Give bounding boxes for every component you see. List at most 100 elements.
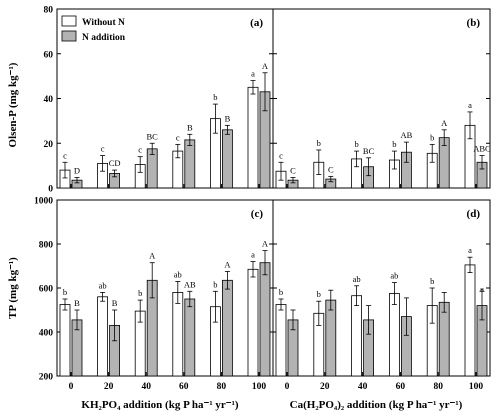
y-tick-label: 60 xyxy=(44,50,54,60)
significance-letter: b xyxy=(63,287,67,297)
x-tick-label: 20 xyxy=(320,382,330,392)
significance-letter: ab xyxy=(99,280,107,290)
bar xyxy=(351,295,363,377)
y-tick-label: 80 xyxy=(44,6,54,16)
panel-frame xyxy=(272,8,491,189)
significance-letter: c xyxy=(101,144,105,154)
significance-letter: b xyxy=(317,138,321,148)
y-tick-label: 200 xyxy=(39,373,54,383)
significance-letter: CD xyxy=(109,158,121,168)
significance-letter: a xyxy=(468,100,472,110)
significance-letter: a xyxy=(251,69,255,79)
significance-letter: C xyxy=(290,165,296,175)
legend-swatch-n-addition xyxy=(61,30,77,42)
significance-letter: b xyxy=(279,287,283,297)
x-tick-label: 0 xyxy=(69,382,74,392)
significance-letter: D xyxy=(74,165,80,175)
panel-label: (a) xyxy=(250,17,263,29)
y-tick-label: 0 xyxy=(48,185,53,195)
significance-letter: b xyxy=(392,139,396,149)
x-tick-label: 0 xyxy=(285,382,290,392)
significance-letter: b xyxy=(430,132,434,142)
significance-letter: A xyxy=(149,251,156,261)
bar xyxy=(388,293,400,377)
significance-letter: c xyxy=(279,150,283,160)
x-tick-label: 60 xyxy=(396,382,406,392)
bar xyxy=(172,291,184,377)
bar xyxy=(438,301,450,377)
significance-letter: A xyxy=(441,118,448,128)
panel-frame xyxy=(272,199,491,377)
significance-letter: A xyxy=(262,239,269,249)
significance-letter: B xyxy=(225,113,231,123)
bar xyxy=(221,279,233,377)
significance-letter: B xyxy=(187,122,193,132)
x-tick-label: 40 xyxy=(358,382,368,392)
significance-letter: c xyxy=(138,145,142,155)
bar xyxy=(259,262,271,377)
y-tick-label: 20 xyxy=(44,140,54,150)
x-tick-label: 80 xyxy=(433,382,443,392)
significance-letter: ab xyxy=(390,271,398,281)
y-axis-label-bottom: TP (mg kg⁻¹) xyxy=(7,257,19,319)
significance-letter: ABC xyxy=(473,144,491,154)
significance-letter: C xyxy=(328,164,334,174)
y-axis-label-top: Olsen-P (mg kg⁻¹) xyxy=(7,62,19,147)
panel-3: 200 400 600 800 1000 0 20 40 60 80 100 b ab b ab b a B B A A… xyxy=(34,197,274,392)
panel-label: (b) xyxy=(467,17,481,29)
significance-letter: b xyxy=(430,276,434,286)
y-tick-label: 40 xyxy=(44,95,54,105)
panel-2: c b b b b a C C BC AB A ABC (b) xyxy=(272,8,491,189)
y-tick-label: 600 xyxy=(39,285,54,295)
significance-letter: AB xyxy=(184,279,196,289)
panel-4: 0 20 40 60 80 100 b b ab ab b a * (d) xyxy=(272,199,491,392)
bar xyxy=(221,129,233,189)
bar xyxy=(184,298,196,377)
significance-letter: a xyxy=(468,245,472,255)
significance-letter: b xyxy=(138,288,142,298)
significance-letter: AB xyxy=(400,130,412,140)
y-tick-label: 1000 xyxy=(34,197,53,207)
bar xyxy=(325,299,337,377)
significance-letter: B xyxy=(74,298,80,308)
x-tick-label: 80 xyxy=(217,382,227,392)
significance-letter: BC xyxy=(147,131,159,141)
significance-letter: A xyxy=(224,260,231,270)
panel-label: (c) xyxy=(251,208,264,220)
x-axis-label-right: Ca(H₂PO₄)₂ addition (kg P ha⁻¹ yr⁻¹) xyxy=(290,399,463,411)
significance-letter: BC xyxy=(363,146,375,156)
panel-label: (d) xyxy=(467,208,481,220)
significance-letter: b xyxy=(213,279,217,289)
legend: Without N N addition xyxy=(61,15,126,43)
x-tick-label: 40 xyxy=(141,382,151,392)
significance-letter: c xyxy=(63,150,67,160)
panel-frame xyxy=(56,199,274,377)
significance-letter: ab xyxy=(353,274,361,284)
significance-letter: B xyxy=(112,298,118,308)
bar xyxy=(247,86,259,189)
significance-letter: A xyxy=(262,61,269,71)
significance-letter: b xyxy=(317,289,321,299)
x-axis-label-left: KH₂PO₄ addition (kg P ha⁻¹ yr⁻¹) xyxy=(81,399,238,411)
y-tick-label: 800 xyxy=(39,241,54,251)
x-tick-label: 60 xyxy=(179,382,189,392)
significance-letter: b xyxy=(354,139,358,149)
significance-letter: b xyxy=(213,92,217,102)
significance-letter: * xyxy=(480,285,484,295)
bar xyxy=(59,304,71,377)
significance-letter: ab xyxy=(174,269,182,279)
x-tick-label: 20 xyxy=(104,382,114,392)
x-tick-label: 100 xyxy=(252,382,267,392)
bar xyxy=(464,264,476,377)
x-tick-label: 100 xyxy=(469,382,484,392)
bar xyxy=(247,268,259,377)
legend-label-n-addition: N addition xyxy=(82,33,126,43)
bar xyxy=(184,139,196,189)
legend-swatch-without-n xyxy=(61,15,77,27)
y-tick-label: 400 xyxy=(39,329,54,339)
significance-letter: c xyxy=(176,132,180,142)
legend-label-without-n: Without N xyxy=(82,18,125,28)
significance-letter: a xyxy=(251,250,255,260)
